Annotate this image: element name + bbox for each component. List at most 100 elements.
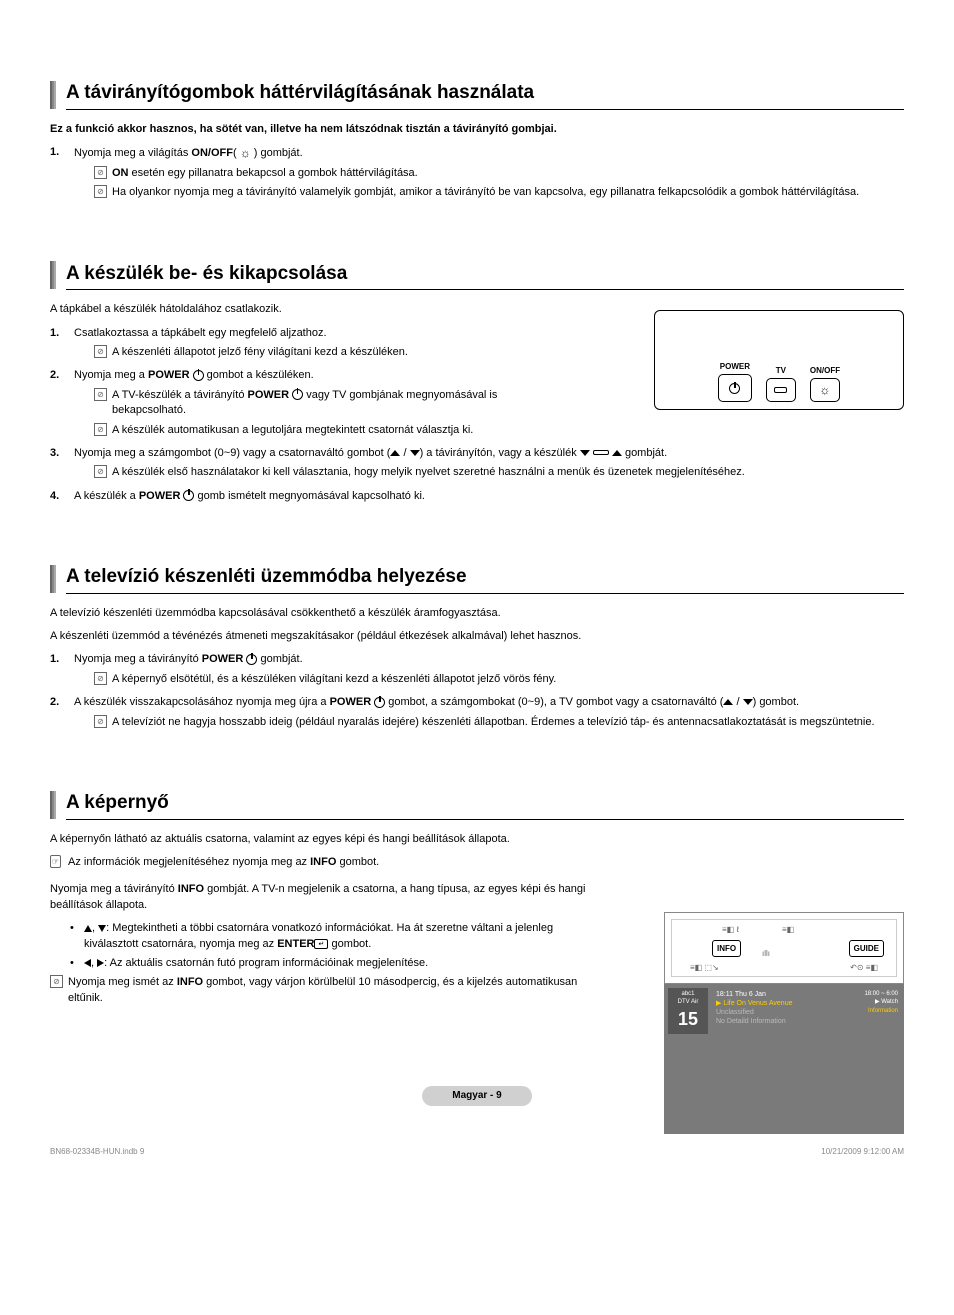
step-number: 2. [50,368,59,383]
text-fragment: Nyomja meg a távirányító [74,653,202,665]
triangle-down-icon [98,925,106,932]
text-fragment: ) a távirányítón, vagy a készülék [420,447,580,459]
step-text: Nyomja meg a távirányító POWER gombját. [74,653,303,665]
chevron-up-icon [390,450,400,456]
power-icon [246,654,257,665]
channel-box: abc1 DTV Air 15 [668,988,708,1034]
text-fragment: : Az aktuális csatornán futó program inf… [104,957,428,969]
step-text: Nyomja meg a számgombot (0~9) vagy a csa… [74,447,667,459]
section-title: A képernyő [66,790,904,820]
note: ⊘ A készülék első használatakor ki kell … [94,465,904,480]
note-icon: ⊘ [94,465,107,478]
bullet-item: , : Az aktuális csatornán futó program i… [70,956,610,971]
small-icon: ↶⊙ ≡◧ [850,962,878,973]
intro-text: A televízió készenléti üzemmódba kapcsol… [50,606,904,621]
text-fragment: Watch [881,999,898,1005]
text-fragment: Nyomja meg a távirányító [50,883,178,895]
section-standby: A televízió készenléti üzemmódba helyezé… [50,564,904,730]
channel-number: 15 [670,1007,706,1032]
step-number: 1. [50,326,59,341]
note: ⊘ A televíziót ne hagyja hosszabb ideig … [94,715,904,730]
step-text: Nyomja meg a világítás ON/OFF( ☼ ) gombj… [74,147,303,159]
step-number: 1. [50,145,59,160]
program-right: 18:00 ~ 6:00 ▶ Watch Information [864,990,898,1015]
note: ⊘ A készenléti állapotot jelző fény vilá… [94,345,904,360]
time-range: 18:00 ~ 6:00 [864,990,898,998]
bold-text: POWER [330,696,372,708]
info-button-graphic: INFO [712,940,741,957]
text-fragment: gombot a készüléken. [204,369,314,381]
text-fragment: gomb ismételt megnyomásával kapcsolható … [194,490,425,502]
power-icon [193,370,204,381]
bold-text: POWER [139,490,181,502]
text-fragment: gombot, a számgombokat (0~9), a TV gombo… [385,696,723,708]
program-title: ▶ Life On Venus Avenue [716,999,792,1008]
heading-bar-icon [50,565,56,593]
heading-bar-icon [50,791,56,819]
hand-icon: ☞ [50,855,61,868]
power-icon [374,697,385,708]
heading-row: A képernyő [50,790,904,820]
heading-bar-icon [50,261,56,289]
tv-diagram: ≡◧ ℓ ≡◧ INFO ıllı GUIDE ≡◧ ⬚↘ ↶⊙ ≡◧ abc1… [664,912,904,1134]
guide-button-graphic: GUIDE [849,940,884,957]
heading-row: A készülék be- és kikapcsolása [50,261,904,291]
note-icon: ⊘ [94,423,107,436]
intro-text: A készenléti üzemmód a tévénézés átmenet… [50,629,904,644]
step-3: 3. Nyomja meg a számgombot (0~9) vagy a … [50,446,904,481]
step-1: 1. Nyomja meg a távirányító POWER gombjá… [50,652,904,687]
note-text: A készülék automatikusan a legutoljára m… [112,424,473,436]
small-icon: ≡◧ [782,924,794,935]
chevron-up-icon [723,699,733,705]
text-fragment: A készülék visszakapcsolásához nyomja me… [74,696,330,708]
bold-text: INFO [310,856,336,868]
note: ⊘ A TV-készülék a távirányító POWER vagy… [94,388,554,419]
enter-icon: ↵ [314,939,328,949]
small-icon: ≡◧ ⬚↘ [690,962,719,973]
program-info: 18:11 Thu 6 Jan ▶ Life On Venus Avenue U… [716,990,792,1026]
section-backlight: A távirányítógombok háttérvilágításának … [50,80,904,201]
note-icon: ⊘ [50,975,63,988]
note-text: A képernyő elsötétül, és a készüléken vi… [112,673,556,685]
triangle-up-icon [84,925,92,932]
note: ⊘ Nyomja meg ismét az INFO gombot, vagy … [50,975,610,1006]
note-icon: ⊘ [94,388,107,401]
light-icon: ☼ [240,145,251,162]
text-fragment: ( [233,147,240,159]
note: ⊘ A képernyő elsötétül, és a készüléken … [94,672,904,687]
bold-text: ON/OFF [191,147,233,159]
section-title: A készülék be- és kikapcsolása [66,261,904,291]
text-fragment: gombot. [328,938,371,950]
step-text: A készülék visszakapcsolásához nyomja me… [74,696,799,708]
note: ⊘ ON esetén egy pillanatra bekapcsol a g… [94,166,904,181]
text-fragment: ) gombot. [753,696,799,708]
note-icon: ⊘ [94,345,107,358]
heading-row: A televízió készenléti üzemmódba helyezé… [50,564,904,594]
program-detail: No Detaild Information [716,1017,792,1026]
text-fragment: A készülék a [74,490,139,502]
bold-text: POWER [248,389,290,401]
tv-top-panel: ≡◧ ℓ ≡◧ INFO ıllı GUIDE ≡◧ ⬚↘ ↶⊙ ≡◧ [664,912,904,984]
info-label: Information [864,1007,898,1015]
bold-text: ON [112,167,129,179]
bold-text: INFO [177,976,203,988]
note-icon: ⊘ [94,715,107,728]
note-text: gombot. [336,856,379,868]
text-fragment: Nyomja meg a [74,369,148,381]
bold-text: ENTER [277,938,314,950]
step-number: 1. [50,652,59,667]
text-fragment: gombját. [622,447,667,459]
watch-label: ▶ Watch [864,998,898,1006]
text-fragment: / [400,447,409,459]
step-number: 4. [50,489,59,504]
note-icon: ⊘ [94,672,107,685]
intro-text: Ez a funkció akkor hasznos, ha sötét van… [50,122,904,137]
step-4: 4. A készülék a POWER gomb ismételt megn… [50,489,904,504]
section-power-onoff: A készülék be- és kikapcsolása A tápkábe… [50,261,904,505]
step-text: Csatlakoztassa a tápkábelt egy megfelelő… [74,327,327,339]
text-fragment: gombját. [257,653,302,665]
channel-label: DTV Air [670,998,706,1006]
paragraph: Nyomja meg a távirányító INFO gombját. A… [50,882,610,913]
chevron-down-icon [743,699,753,705]
heading-bar-icon [50,81,56,109]
